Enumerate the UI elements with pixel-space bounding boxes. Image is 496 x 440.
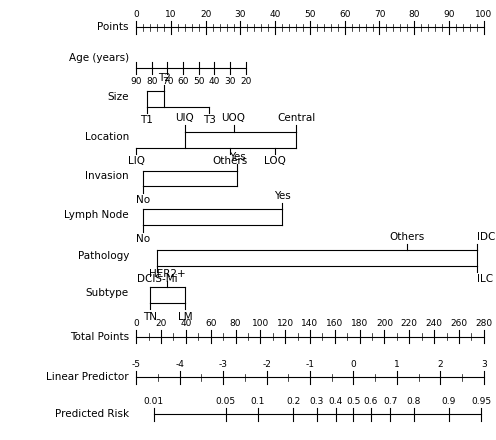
Text: Yes: Yes xyxy=(274,191,291,201)
Text: LM: LM xyxy=(178,312,192,322)
Text: T3: T3 xyxy=(203,115,216,125)
Text: Invasion: Invasion xyxy=(85,171,129,181)
Text: 0.01: 0.01 xyxy=(144,397,164,406)
Text: 0.2: 0.2 xyxy=(286,397,300,406)
Text: 80: 80 xyxy=(230,319,241,328)
Text: 30: 30 xyxy=(224,77,236,85)
Text: ILC: ILC xyxy=(477,275,493,284)
Text: 0: 0 xyxy=(133,10,139,19)
Text: 20: 20 xyxy=(200,10,211,19)
Text: IDC: IDC xyxy=(477,231,495,242)
Text: -4: -4 xyxy=(175,360,184,369)
Text: Others: Others xyxy=(390,231,425,242)
Text: 0: 0 xyxy=(351,360,356,369)
Text: 0.7: 0.7 xyxy=(383,397,397,406)
Text: 0.3: 0.3 xyxy=(310,397,324,406)
Text: T2: T2 xyxy=(158,73,171,83)
Text: Others: Others xyxy=(212,156,248,166)
Text: 140: 140 xyxy=(302,319,318,328)
Text: Subtype: Subtype xyxy=(86,288,129,298)
Text: -2: -2 xyxy=(262,360,271,369)
Text: 0.9: 0.9 xyxy=(441,397,456,406)
Text: Predicted Risk: Predicted Risk xyxy=(55,409,129,419)
Text: HER2+: HER2+ xyxy=(149,269,186,279)
Text: 30: 30 xyxy=(235,10,246,19)
Text: 260: 260 xyxy=(450,319,468,328)
Text: 100: 100 xyxy=(251,319,269,328)
Text: 160: 160 xyxy=(326,319,343,328)
Text: 0.5: 0.5 xyxy=(346,397,361,406)
Text: Location: Location xyxy=(85,132,129,142)
Text: 80: 80 xyxy=(146,77,158,85)
Text: T1: T1 xyxy=(140,115,153,125)
Text: 200: 200 xyxy=(376,319,393,328)
Text: LIQ: LIQ xyxy=(127,156,145,166)
Text: Age (years): Age (years) xyxy=(69,53,129,63)
Text: 240: 240 xyxy=(426,319,442,328)
Text: Yes: Yes xyxy=(229,152,246,162)
Text: 40: 40 xyxy=(269,10,281,19)
Text: DCIS-Mi: DCIS-Mi xyxy=(137,275,178,284)
Text: 100: 100 xyxy=(475,10,493,19)
Text: 220: 220 xyxy=(401,319,418,328)
Text: No: No xyxy=(136,234,150,244)
Text: 0.1: 0.1 xyxy=(251,397,265,406)
Text: 10: 10 xyxy=(165,10,177,19)
Text: 0: 0 xyxy=(133,319,139,328)
Text: -3: -3 xyxy=(219,360,228,369)
Text: 80: 80 xyxy=(409,10,420,19)
Text: 40: 40 xyxy=(209,77,220,85)
Text: No: No xyxy=(136,195,150,205)
Text: Pathology: Pathology xyxy=(77,251,129,260)
Text: TN: TN xyxy=(143,312,157,322)
Text: 0.4: 0.4 xyxy=(329,397,343,406)
Text: Lymph Node: Lymph Node xyxy=(64,210,129,220)
Text: Points: Points xyxy=(97,22,129,33)
Text: 60: 60 xyxy=(339,10,351,19)
Text: 70: 70 xyxy=(373,10,385,19)
Text: 0.05: 0.05 xyxy=(215,397,236,406)
Text: 60: 60 xyxy=(205,319,216,328)
Text: 90: 90 xyxy=(130,77,142,85)
Text: UOQ: UOQ xyxy=(222,113,246,123)
Text: -1: -1 xyxy=(306,360,314,369)
Text: 180: 180 xyxy=(351,319,368,328)
Text: 0.95: 0.95 xyxy=(471,397,492,406)
Text: 0.6: 0.6 xyxy=(364,397,378,406)
Text: 2: 2 xyxy=(437,360,443,369)
Text: UIQ: UIQ xyxy=(176,113,194,123)
Text: 60: 60 xyxy=(178,77,189,85)
Text: Linear Predictor: Linear Predictor xyxy=(46,372,129,382)
Text: 90: 90 xyxy=(443,10,455,19)
Text: 20: 20 xyxy=(240,77,251,85)
Text: 280: 280 xyxy=(475,319,493,328)
Text: 40: 40 xyxy=(180,319,191,328)
Text: 70: 70 xyxy=(162,77,173,85)
Text: 50: 50 xyxy=(304,10,316,19)
Text: Total Points: Total Points xyxy=(70,332,129,341)
Text: 20: 20 xyxy=(155,319,167,328)
Text: 50: 50 xyxy=(193,77,204,85)
Text: -5: -5 xyxy=(132,360,141,369)
Text: Size: Size xyxy=(108,92,129,102)
Text: 3: 3 xyxy=(481,360,487,369)
Text: 0.8: 0.8 xyxy=(406,397,421,406)
Text: 1: 1 xyxy=(394,360,400,369)
Text: 120: 120 xyxy=(277,319,294,328)
Text: LOQ: LOQ xyxy=(264,156,286,166)
Text: Central: Central xyxy=(277,113,315,123)
